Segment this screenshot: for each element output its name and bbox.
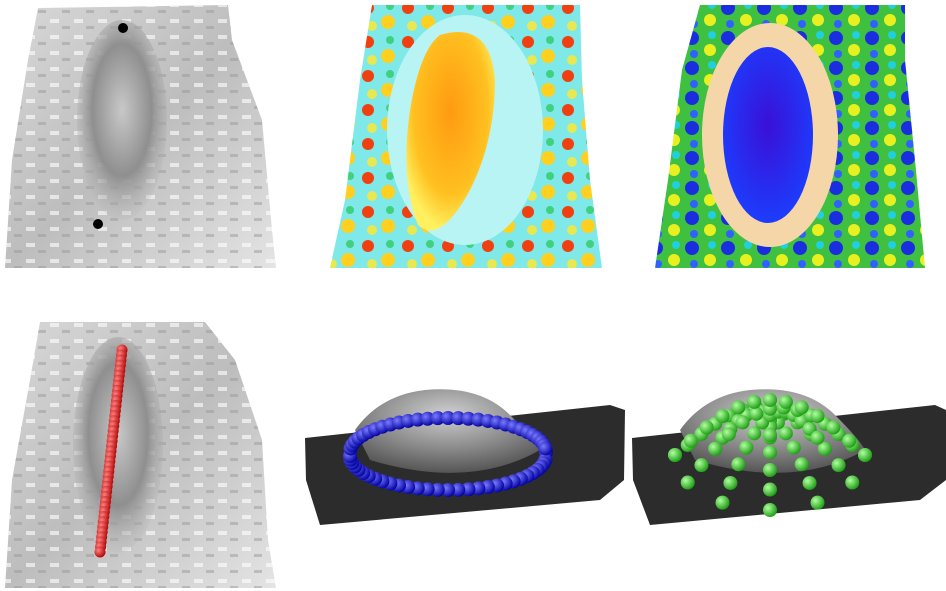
sphere (842, 434, 856, 448)
landmark (118, 23, 128, 33)
sphere (731, 457, 745, 471)
sphere (803, 476, 817, 490)
sphere (668, 448, 682, 462)
core (723, 47, 813, 223)
sphere (795, 457, 809, 471)
sphere (763, 463, 777, 477)
sphere (811, 409, 825, 423)
sphere (538, 441, 552, 455)
sphere (681, 476, 695, 490)
sphere (749, 407, 763, 421)
figure (0, 0, 946, 591)
sphere (736, 415, 750, 429)
sphere (763, 393, 777, 407)
sphere (739, 441, 753, 455)
sphere (716, 496, 730, 510)
sphere (700, 421, 714, 435)
sphere (723, 476, 737, 490)
panel-path (5, 322, 276, 588)
sphere (826, 421, 840, 435)
sphere (832, 458, 846, 472)
sphere (722, 427, 736, 441)
panel-curvature (655, 5, 925, 268)
dome (77, 20, 167, 220)
sphere (694, 458, 708, 472)
sphere (731, 400, 745, 414)
sphere (684, 434, 698, 448)
sphere (95, 547, 106, 558)
sphere (716, 409, 730, 423)
sphere (811, 431, 825, 445)
panel-heatmap (330, 5, 602, 268)
sphere (779, 395, 793, 409)
sphere (708, 442, 722, 456)
sphere (811, 496, 825, 510)
panel-surface (5, 5, 276, 268)
sphere (747, 395, 761, 409)
sphere (763, 445, 777, 459)
sphere (763, 503, 777, 517)
panel-arcs (632, 389, 946, 525)
sphere (845, 476, 859, 490)
sphere (763, 483, 777, 497)
sphere (787, 441, 801, 455)
sphere (795, 400, 809, 414)
sphere (763, 428, 777, 442)
panel-boundary (305, 389, 625, 525)
sphere (858, 448, 872, 462)
landmark (93, 219, 103, 229)
